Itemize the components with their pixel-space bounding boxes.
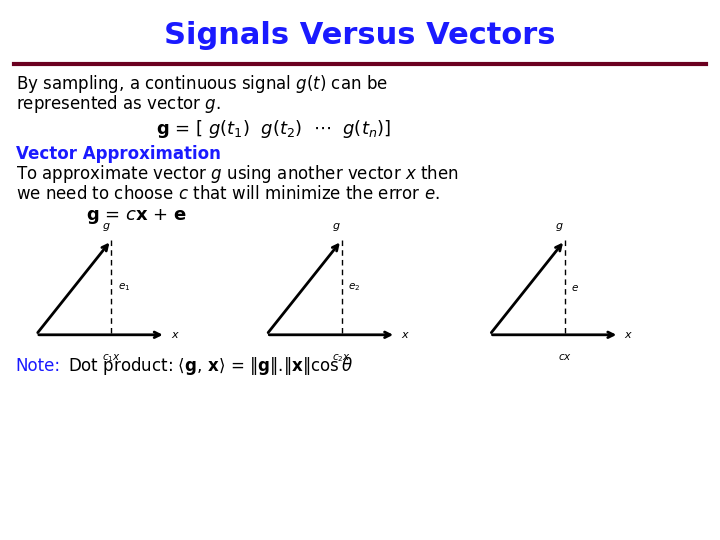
Text: Signals Versus Vectors: Signals Versus Vectors <box>164 21 556 50</box>
Text: $c_2x$: $c_2x$ <box>332 352 351 363</box>
Text: $g$: $g$ <box>555 221 564 233</box>
Text: To approximate vector $\mathit{g}$ using another vector $\mathit{x}$ then: To approximate vector $\mathit{g}$ using… <box>16 163 459 185</box>
Text: represented as vector $\mathbf{\mathit{g}}$.: represented as vector $\mathbf{\mathit{g… <box>16 93 221 114</box>
Text: $g$: $g$ <box>332 221 341 233</box>
Text: $x$: $x$ <box>624 330 634 340</box>
Text: $\mathbf{g}$ = $c\mathbf{x}$ + $\mathbf{e}$: $\mathbf{g}$ = $c\mathbf{x}$ + $\mathbf{… <box>86 206 187 226</box>
Text: $e_2$: $e_2$ <box>348 282 360 293</box>
Text: $\mathbf{g}$ = [ $g(t_1)$  $g(t_2)$  $\cdots$  $g(t_n)$]: $\mathbf{g}$ = [ $g(t_1)$ $g(t_2)$ $\cdo… <box>156 118 391 139</box>
Text: $e_1$: $e_1$ <box>117 282 130 293</box>
Text: we need to choose $\mathit{c}$ that will minimize the error $\mathit{e}$.: we need to choose $\mathit{c}$ that will… <box>16 185 440 203</box>
Text: Note:: Note: <box>16 357 61 375</box>
Text: $x$: $x$ <box>171 330 180 340</box>
Text: Vector Approximation: Vector Approximation <box>16 145 221 163</box>
Text: $x$: $x$ <box>401 330 410 340</box>
Text: $c_1x$: $c_1x$ <box>102 352 120 363</box>
Text: $cx$: $cx$ <box>558 352 572 362</box>
Text: $g$: $g$ <box>102 221 110 233</box>
Text: $e$: $e$ <box>571 282 579 293</box>
Text: By sampling, a continuous signal $\mathit{g(t)}$ can be: By sampling, a continuous signal $\mathi… <box>16 73 388 94</box>
Text: Dot product: $\langle\mathbf{g},\, \mathbf{x}\rangle$ = $\|\mathbf{g}\|$.$\|\mat: Dot product: $\langle\mathbf{g},\, \math… <box>68 355 354 377</box>
